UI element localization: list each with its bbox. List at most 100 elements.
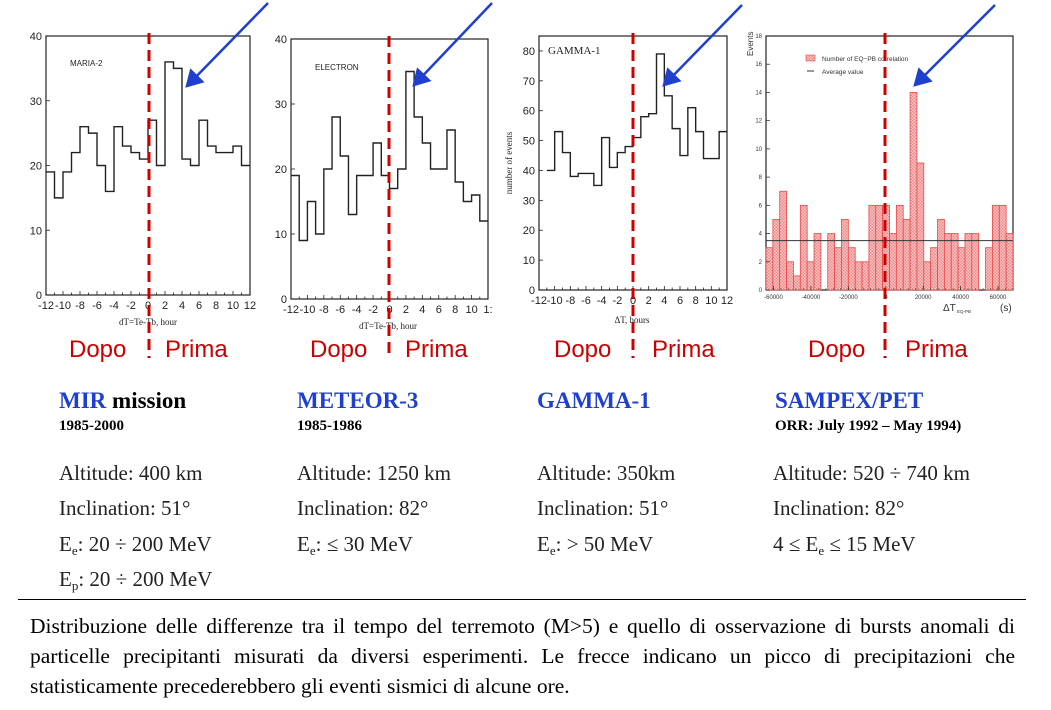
x-tick-label: 8 <box>693 295 699 307</box>
x-tick-label: 12 <box>244 300 256 312</box>
histogram-bar <box>923 261 932 291</box>
y-tick-label: 20 <box>523 225 535 237</box>
x-tick-label: 6 <box>677 295 683 307</box>
x-axis-label: ΔT, hours <box>614 315 650 325</box>
x-tick-label: -4 <box>597 295 607 307</box>
histogram-step-line <box>546 53 727 187</box>
spec-altitude: Altitude: 400 km <box>59 461 203 485</box>
x-tick-label: -2 <box>368 304 378 316</box>
x-axis-label-unit: (s) <box>1000 303 1012 314</box>
chart-gamma-1: GAMMA-1-12 -10 -8 -6 -4 -2 0 2 4 6 8 10 120102030405… <box>504 4 743 358</box>
mission-title: MIR mission <box>59 388 186 414</box>
legend-label: Number of EQ−PB correlation <box>822 56 909 63</box>
histogram-bar <box>985 247 993 291</box>
y-tick-label: 10 <box>30 225 42 237</box>
y-tick-label: 10 <box>275 229 287 241</box>
x-axis-label: ΔT <box>943 303 956 314</box>
x-tick-label: -10 <box>55 300 71 312</box>
legend-swatch-histogram <box>805 54 816 62</box>
spec-ep-subscript: p <box>71 578 79 593</box>
y-tick-label: 40 <box>30 31 42 43</box>
label-prima-1: Prima <box>165 336 228 363</box>
peak-arrow-icon <box>913 4 996 87</box>
x-tick-label: -2 <box>126 300 136 312</box>
histogram-bar <box>964 233 973 291</box>
x-tick-label: -10 <box>299 304 315 316</box>
x-tick-label: -6 <box>92 300 102 312</box>
histogram-bar <box>916 162 925 291</box>
specs-sampex-pet: Altitude: 520 ÷ 740 km Inclination: 82° … <box>773 456 970 565</box>
spec-ee-value: : 20 ÷ 200 MeV <box>77 532 212 556</box>
histogram-bar <box>834 247 842 291</box>
histogram-bar <box>895 204 904 291</box>
histogram-bar <box>875 204 884 291</box>
spec-ep-symbol: E <box>59 567 72 591</box>
y-tick-label: 0 <box>36 290 42 302</box>
x-tick-label: 6 <box>196 300 202 312</box>
x-tick-label: 4 <box>661 295 667 307</box>
histogram-bar <box>827 233 836 291</box>
label-prima-3: Prima <box>652 336 715 363</box>
x-tick-label: -12 <box>38 300 54 312</box>
y-tick-label: 14 <box>755 90 762 96</box>
y-tick-label: 40 <box>523 165 535 177</box>
y-tick-label: 40 <box>275 34 287 46</box>
specs-mir: Altitude: 400 km Inclination: 51° Ee: 20… <box>59 456 212 600</box>
charts-canvas: MARIA-2-12-10-8-6-4-2024681012010203040d… <box>30 2 1014 358</box>
histogram-bar <box>957 247 966 291</box>
spec-ee: Ee: > 50 MeV <box>537 530 675 565</box>
spec-inclination: Inclination: 82° <box>773 496 905 520</box>
y-tick-label: 0 <box>759 288 763 294</box>
histogram-bar <box>868 204 877 291</box>
spec-ee-lead: 4 ≤ E <box>773 532 819 556</box>
spec-ee: Ee: ≤ 30 MeV <box>297 530 451 565</box>
x-tick-label: -6 <box>335 304 345 316</box>
chart-sampex-pet: Number of EQ−PB correlation Average value… <box>746 4 1014 358</box>
y-tick-label: 8 <box>759 175 763 181</box>
mission-suffix: mission <box>106 388 187 413</box>
spec-ep-value: : 20 ÷ 200 MeV <box>78 567 213 591</box>
y-tick-label: 10 <box>523 255 535 267</box>
x-tick-label: 4 <box>419 304 425 316</box>
y-tick-label: 30 <box>523 195 535 207</box>
x-tick-label: 6 <box>436 304 442 316</box>
y-tick-label: 20 <box>275 164 287 176</box>
spec-ee: Ee: 20 ÷ 200 MeV <box>59 530 212 565</box>
histogram-bar <box>799 204 808 291</box>
spec-ee-subscript: e <box>818 543 825 558</box>
spec-inclination: Inclination: 51° <box>537 496 669 520</box>
x-tick-label: 4 <box>179 300 185 312</box>
legend-label: Average value <box>822 69 864 76</box>
x-tick-label: 40000 <box>952 295 969 301</box>
x-tick-label: 8 <box>452 304 458 316</box>
x-tick-label: 60000 <box>990 295 1007 301</box>
mission-mir: MIR mission 1985-2000 <box>59 388 186 435</box>
label-prima-2: Prima <box>405 336 468 363</box>
spec-altitude: Altitude: 1250 km <box>297 461 451 485</box>
chart-maria-2: MARIA-2-12-10-8-6-4-2024681012010203040d… <box>30 2 269 358</box>
specs-meteor-3: Altitude: 1250 km Inclination: 82° Ee: ≤… <box>297 456 451 565</box>
specs-gamma-1: Altitude: 350km Inclination: 51° Ee: > 5… <box>537 456 675 565</box>
spec-ee-value: ≤ 15 MeV <box>824 532 916 556</box>
spec-ee-value: : > 50 MeV <box>555 532 654 556</box>
histogram-bar <box>889 233 897 291</box>
y-tick-label: 18 <box>755 34 762 40</box>
y-tick-label: 16 <box>755 62 762 68</box>
spec-ep: Ep: 20 ÷ 200 MeV <box>59 565 212 600</box>
spec-ee-value: : ≤ 30 MeV <box>315 532 413 556</box>
spec-altitude: Altitude: 350km <box>537 461 676 485</box>
x-tick-label: 2 <box>646 295 652 307</box>
mission-period: ORR: July 1992 – May 1994) <box>775 418 962 434</box>
histogram-bar <box>861 261 870 291</box>
histogram-bar <box>902 219 911 291</box>
mission-period: 1985-1986 <box>297 418 362 434</box>
histogram-bar <box>793 275 801 291</box>
histogram-bar <box>992 204 1000 291</box>
y-tick-label: 0 <box>529 285 535 297</box>
spec-ee-symbol: E <box>59 532 72 556</box>
x-tick-label: 1: <box>483 304 492 316</box>
x-tick-label: -10 <box>547 295 563 307</box>
label-prima-4: Prima <box>905 336 968 363</box>
y-tick-label: 70 <box>523 76 535 88</box>
histogram-bar <box>806 261 815 291</box>
